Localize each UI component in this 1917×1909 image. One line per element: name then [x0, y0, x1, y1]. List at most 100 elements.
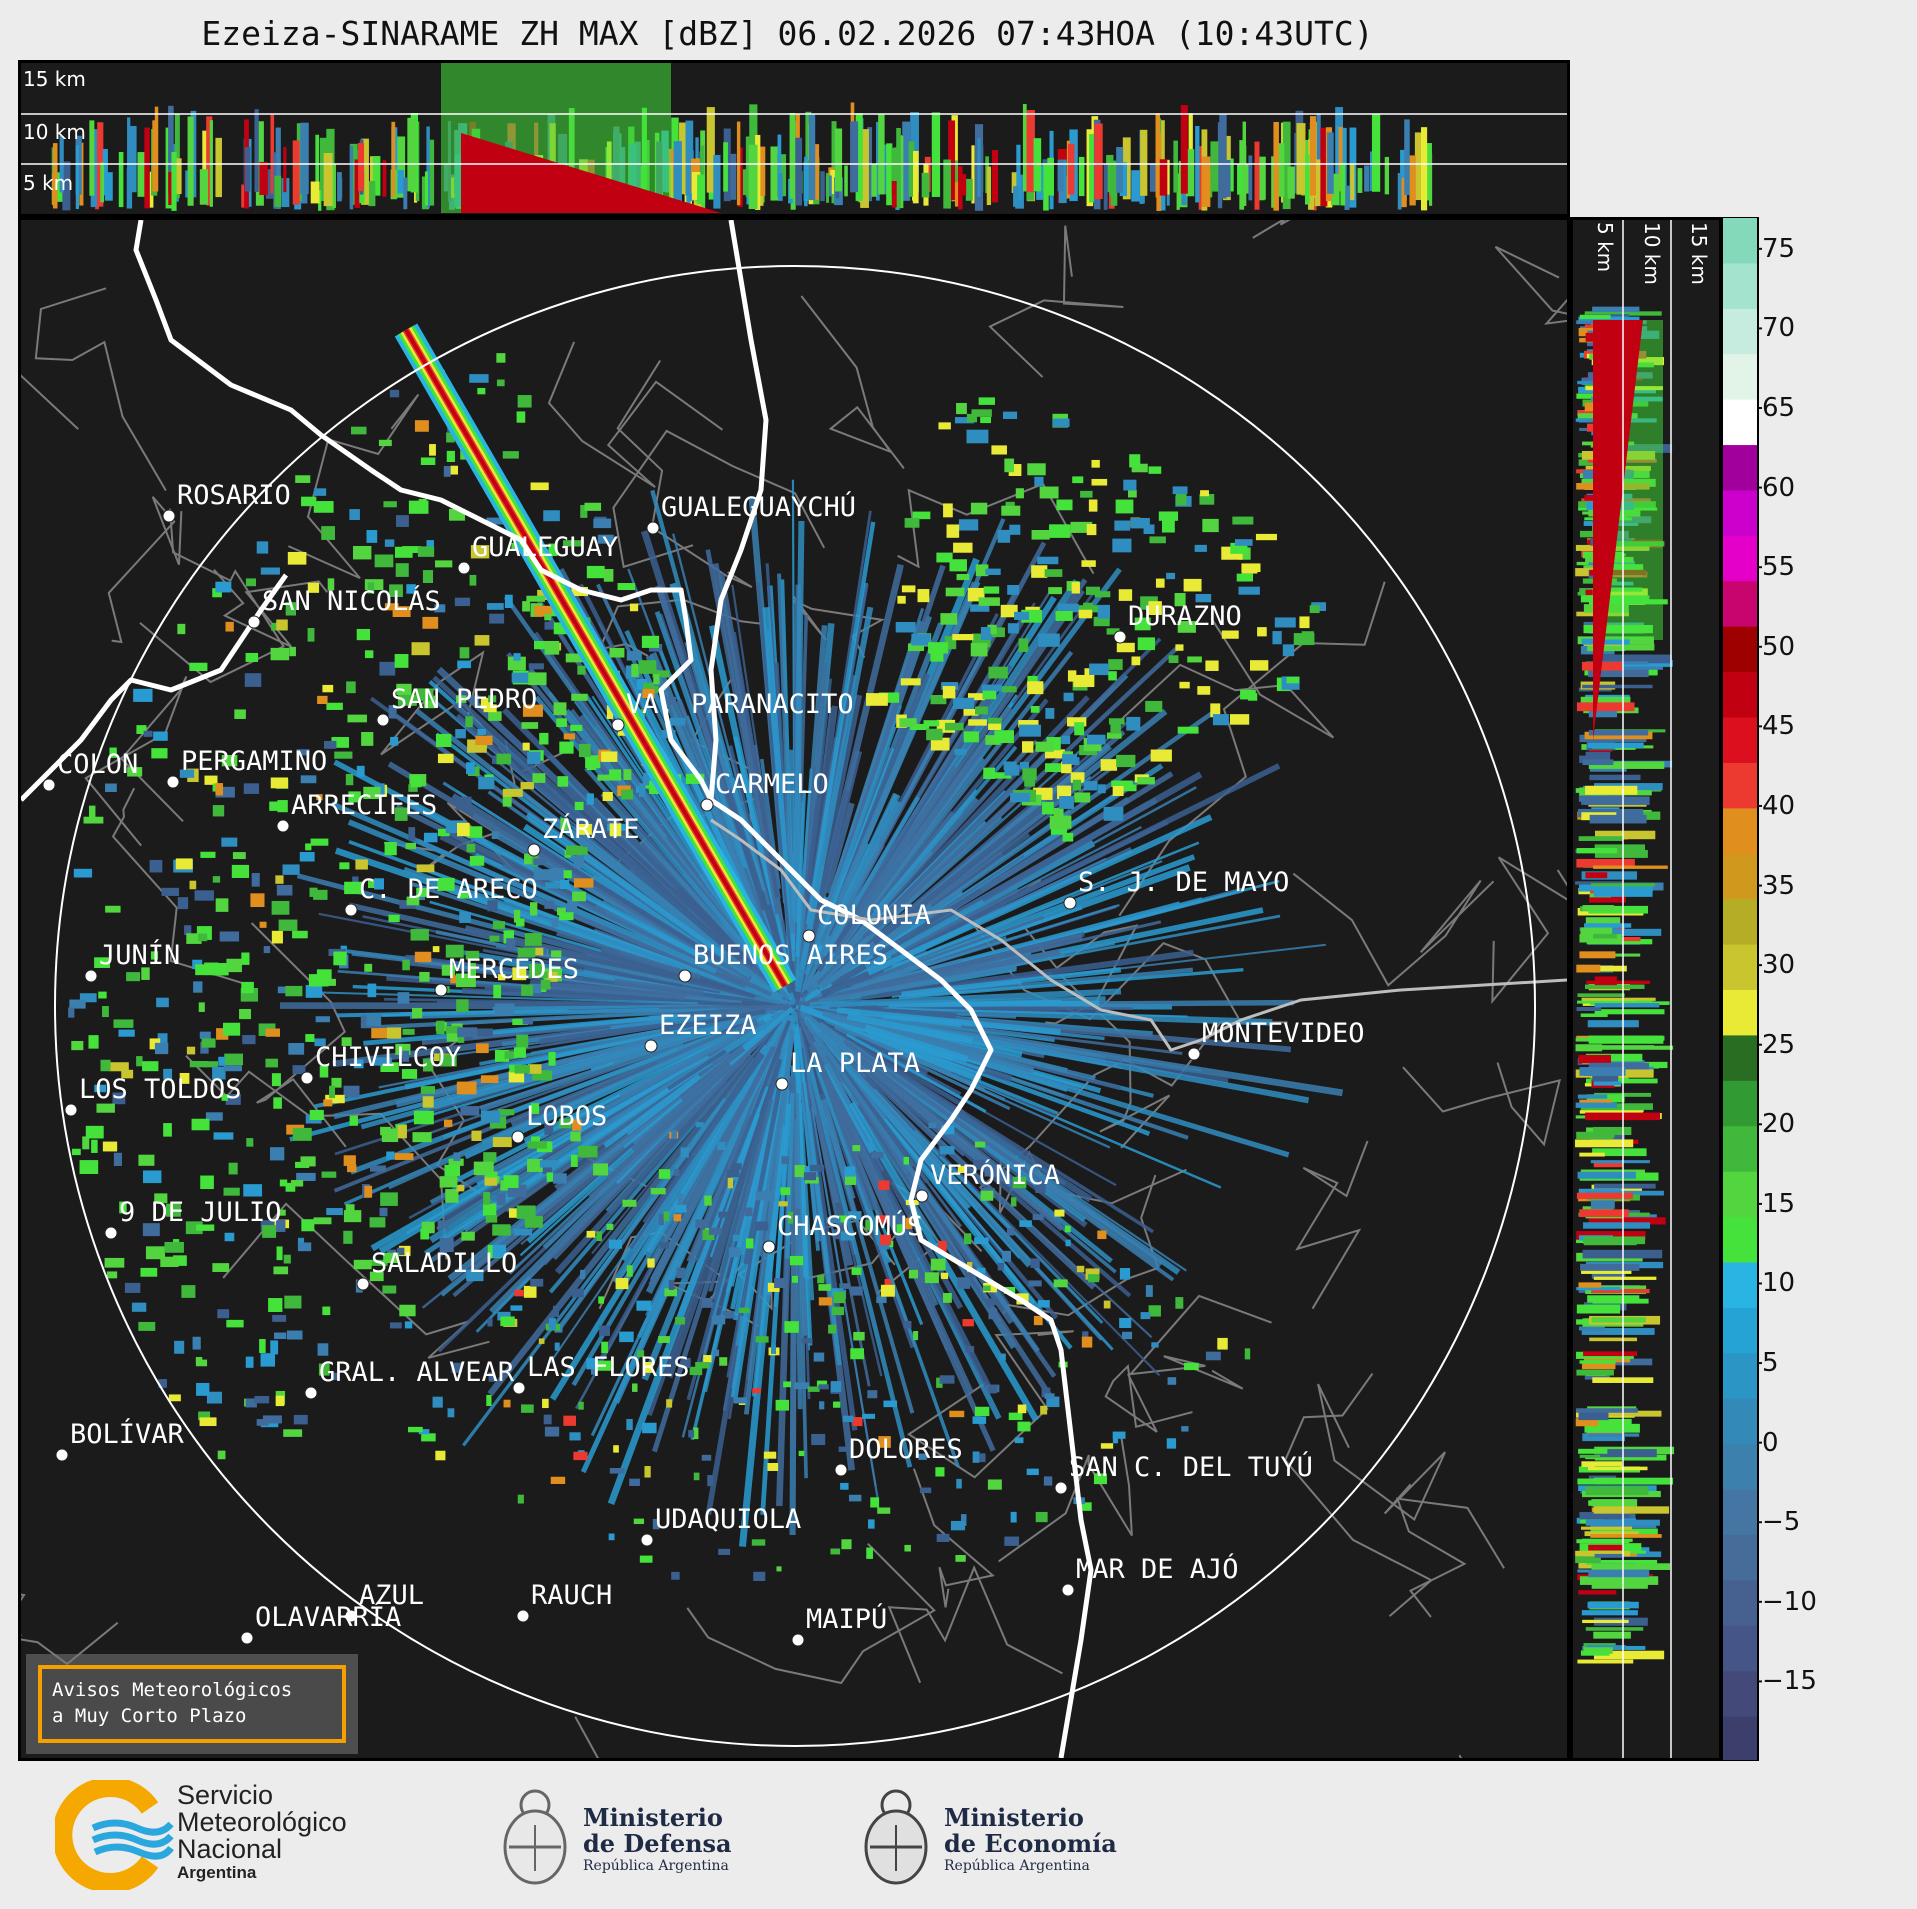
- defensa-line-2: de Defensa: [583, 1829, 732, 1858]
- city-marker[interactable]: LA PLATA: [775, 1048, 920, 1091]
- city-marker[interactable]: BUENOS AIRES: [678, 940, 888, 983]
- city-marker[interactable]: PERGAMINO: [166, 746, 327, 789]
- side-height-label-10km: 10 km: [1640, 222, 1664, 285]
- city-label: LAS FLORES: [527, 1352, 690, 1383]
- city-label: OLAVARRÍA: [255, 1601, 401, 1633]
- colorbar-swatch: [1722, 1034, 1758, 1081]
- city-marker[interactable]: OLAVARRÍA: [240, 1601, 401, 1645]
- city-marker[interactable]: SAN NICOLÁS: [247, 585, 441, 629]
- city-label: CHIVILCOY: [315, 1042, 461, 1073]
- city-marker[interactable]: COLON: [42, 749, 138, 792]
- city-marker[interactable]: CARMELO: [700, 769, 829, 812]
- city-marker[interactable]: C. DE ARECO: [344, 874, 538, 917]
- colorbar-swatch: [1722, 1624, 1758, 1672]
- city-label: BOLÍVAR: [70, 1418, 185, 1450]
- city-label: SAN PEDRO: [391, 684, 537, 715]
- city-label: EZEIZA: [659, 1010, 757, 1041]
- defensa-line-1: Ministerio: [583, 1803, 723, 1832]
- city-label: GUALEGUAYCHÚ: [661, 491, 856, 523]
- city-marker[interactable]: ZÁRATE: [527, 813, 640, 857]
- city-marker[interactable]: GUALEGUAY: [457, 532, 618, 575]
- city-label: 9 DE JULIO: [119, 1197, 282, 1228]
- city-marker[interactable]: AZUL: [344, 1580, 424, 1623]
- uruguay-coast: [710, 818, 1567, 1052]
- city-label: MAR DE AJÓ: [1076, 1553, 1239, 1585]
- side-height-label-15km: 15 km: [1687, 222, 1711, 285]
- city-marker[interactable]: BOLÍVAR: [55, 1418, 185, 1462]
- radar-map-panel[interactable]: ROSARIO GUALEGUAYCHÚ GUALEGUAY SAN NICOLÁS D…: [18, 217, 1570, 1761]
- city-label: DURAZNO: [1128, 601, 1242, 632]
- city-label: LOBOS: [526, 1101, 607, 1132]
- top-profile-canvas: [21, 63, 1567, 213]
- city-marker[interactable]: GUALEGUAYCHÚ: [646, 491, 856, 535]
- radar-map-canvas[interactable]: ROSARIO GUALEGUAYCHÚ GUALEGUAY SAN NICOLÁS D…: [21, 220, 1567, 1758]
- smn-line-1: Servicio: [177, 1780, 274, 1810]
- city-marker[interactable]: CHIVILCOY: [300, 1042, 461, 1085]
- city-label: JUNÍN: [99, 939, 180, 971]
- colorbar-swatch: [1722, 1579, 1758, 1626]
- city-label: LA PLATA: [790, 1048, 920, 1079]
- city-marker[interactable]: COLONIA: [802, 900, 931, 943]
- page-title: Ezeiza-SINARAME ZH MAX [dBZ] 06.02.2026 …: [201, 14, 1374, 53]
- colorbar-swatch: [1722, 1216, 1758, 1263]
- colorbar-swatch: [1722, 262, 1758, 309]
- city-label: GRAL. ALVEAR: [319, 1357, 515, 1388]
- city-marker[interactable]: ROSARIO: [162, 480, 291, 523]
- city-marker[interactable]: VA. PARANACITO: [611, 689, 854, 732]
- colorbar: 75 70 65 60 55 50 45 40 35 30 25 20 15 10 5 0 −5 −10 −15: [1722, 217, 1912, 1761]
- side-height-label-5km: 5 km: [1593, 222, 1617, 273]
- colorbar-tick-label: −5: [1762, 1507, 1801, 1538]
- city-marker[interactable]: SALADILLO: [356, 1248, 517, 1291]
- city-marker[interactable]: UDAQUIOLA: [640, 1504, 801, 1547]
- city-marker[interactable]: GRAL. ALVEAR: [304, 1357, 515, 1400]
- city-marker[interactable]: MAR DE AJÓ: [1061, 1553, 1239, 1597]
- city-marker[interactable]: MAIPÚ: [791, 1603, 887, 1647]
- colorbar-swatch: [1722, 1397, 1758, 1445]
- side-profile-canvas: [1575, 220, 1675, 1758]
- city-marker[interactable]: MONTEVIDEO: [1187, 1018, 1365, 1061]
- city-marker[interactable]: 9 DE JULIO: [104, 1197, 282, 1240]
- colorbar-border: [1722, 217, 1759, 1761]
- colorbar-tick-label: −15: [1762, 1666, 1817, 1697]
- city-marker[interactable]: JUNÍN: [84, 939, 180, 983]
- city-marker[interactable]: VERÓNICA: [915, 1159, 1060, 1203]
- city-marker[interactable]: RAUCH: [516, 1580, 612, 1623]
- colorbar-swatch: [1722, 1670, 1758, 1717]
- city-marker[interactable]: DOLORES: [834, 1434, 963, 1477]
- city-marker[interactable]: SAN PEDRO: [376, 684, 537, 727]
- city-label: MAIPÚ: [806, 1603, 887, 1635]
- colorbar-swatch: [1722, 671, 1758, 718]
- city-marker[interactable]: LAS FLORES: [512, 1352, 690, 1395]
- colorbar-tick-label: 75: [1762, 233, 1796, 264]
- city-label: AZUL: [359, 1580, 424, 1611]
- colorbar-swatch: [1722, 852, 1758, 900]
- colorbar-tick-label: 25: [1762, 1029, 1796, 1060]
- city-marker[interactable]: EZEIZA: [644, 1010, 757, 1053]
- city-marker[interactable]: S. J. DE MAYO: [1063, 867, 1289, 910]
- smn-emblem-icon: [55, 1780, 174, 1890]
- city-label: MONTEVIDEO: [1202, 1018, 1365, 1049]
- city-marker[interactable]: MERCEDES: [434, 954, 579, 997]
- colorbar-swatch: [1722, 398, 1758, 446]
- range-ring: [54, 265, 1536, 1747]
- avisos-notice-box[interactable]: Avisos Meteorológicos a Muy Corto Plazo: [38, 1665, 346, 1743]
- colorbar-scale: [1722, 217, 1762, 1761]
- colorbar-swatch: [1722, 625, 1758, 673]
- smn-line-4: Argentina: [177, 1863, 257, 1882]
- city-marker[interactable]: DURAZNO: [1113, 601, 1242, 644]
- city-marker[interactable]: LOS TOLDOS: [64, 1074, 242, 1117]
- colorbar-tick-label: 45: [1762, 711, 1796, 742]
- top-height-profile-panel: 15 km 10 km 5 km: [18, 60, 1570, 217]
- city-label: BUENOS AIRES: [693, 940, 888, 971]
- city-label: ROSARIO: [177, 480, 291, 511]
- city-marker[interactable]: LOBOS: [511, 1101, 607, 1144]
- city-label: VA. PARANACITO: [626, 689, 854, 720]
- colorbar-tick-label: 5: [1762, 1348, 1779, 1379]
- city-marker[interactable]: CHASCOMÚS: [762, 1210, 923, 1254]
- city-marker[interactable]: ARRECIFES: [276, 790, 437, 833]
- colorbar-swatch: [1722, 1306, 1758, 1354]
- city-label: SALADILLO: [371, 1248, 517, 1279]
- city-label: RAUCH: [531, 1580, 612, 1611]
- city-marker[interactable]: SAN C. DEL TUYÚ: [1054, 1451, 1313, 1495]
- city-label: SAN C. DEL TUYÚ: [1069, 1451, 1313, 1483]
